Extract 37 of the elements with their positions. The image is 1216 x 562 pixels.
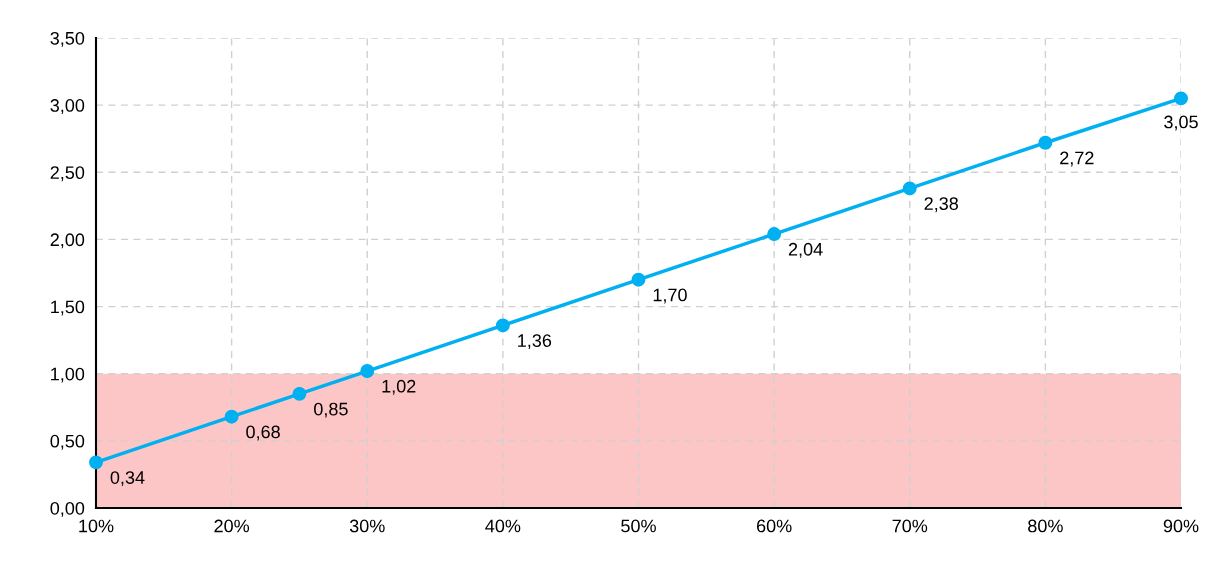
x-tick-label: 80% xyxy=(1028,519,1063,533)
point xyxy=(902,181,917,196)
y-tick-label: 0,50 xyxy=(50,434,85,450)
x-tick-label: 30% xyxy=(349,519,385,533)
x-tick-label: 70% xyxy=(892,519,928,533)
point xyxy=(292,386,307,401)
x-tick-label: 60% xyxy=(756,519,792,533)
point xyxy=(631,272,646,287)
point xyxy=(1038,135,1053,150)
data-label: 2,72 xyxy=(1060,151,1094,167)
point xyxy=(360,364,375,378)
point xyxy=(767,227,782,242)
point xyxy=(224,409,239,424)
x-tick-label: 20% xyxy=(214,519,250,533)
data-label: 2,38 xyxy=(924,197,958,213)
point xyxy=(1174,91,1188,106)
point xyxy=(495,318,510,333)
x-tick-label: 40% xyxy=(485,519,521,533)
data-label: 1,70 xyxy=(653,288,687,304)
data-label: 2,04 xyxy=(788,242,823,258)
data-label: 3,05 xyxy=(1164,115,1198,131)
point xyxy=(89,455,103,470)
x-tick-label: 50% xyxy=(621,519,656,533)
y-tick-label: 3,50 xyxy=(50,31,85,47)
y-tick-label: 2,00 xyxy=(50,233,85,249)
data-label: 0,34 xyxy=(110,471,145,487)
y-tick-label: 1,50 xyxy=(51,300,85,316)
data-label: 1,02 xyxy=(382,379,416,395)
y-tick-label: 1,00 xyxy=(51,367,85,383)
x-tick-label: 10% xyxy=(79,519,114,533)
y-tick-label: 3,00 xyxy=(50,99,85,114)
y-tick-label: 2,50 xyxy=(50,166,85,182)
data-label: 1,36 xyxy=(518,334,552,350)
y-tick-label: 0,00 xyxy=(50,501,85,517)
data-label: 0,68 xyxy=(246,425,280,441)
x-tick-label: 90% xyxy=(1163,519,1199,533)
data-label: 0,85 xyxy=(314,402,348,418)
